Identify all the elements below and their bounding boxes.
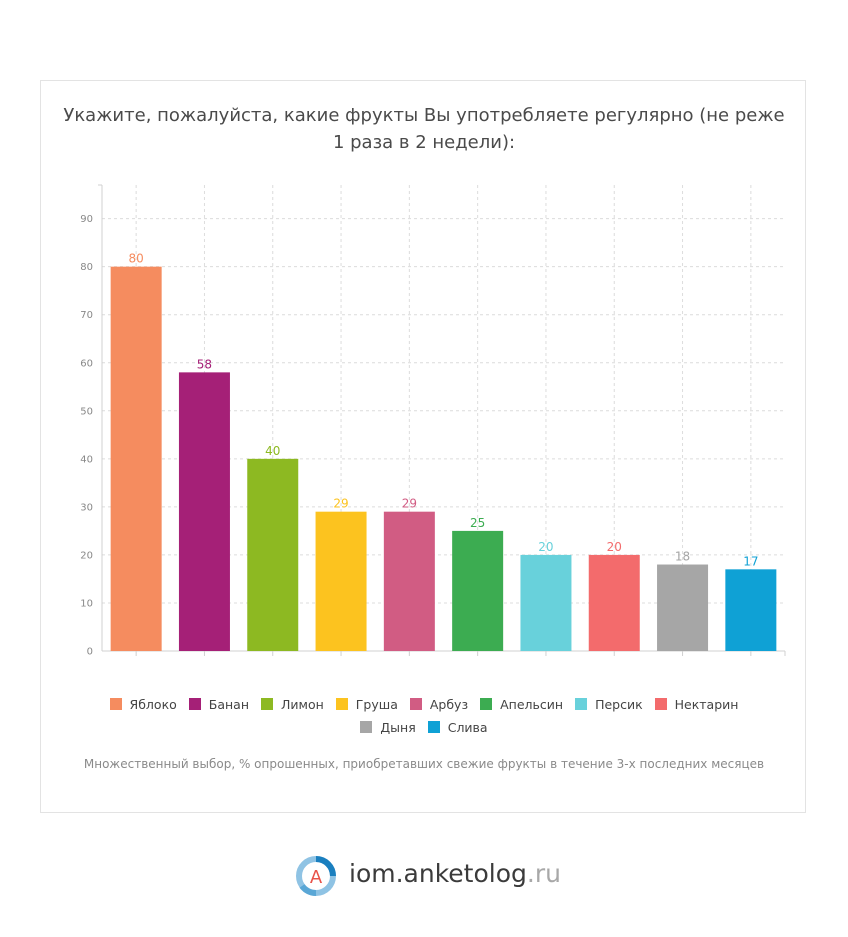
bar-9 <box>657 564 709 651</box>
y-tick-label: 40 <box>80 454 93 465</box>
legend-label: Слива <box>447 720 488 735</box>
data-label-8: 20 <box>607 540 622 554</box>
data-label-5: 29 <box>402 497 417 511</box>
legend-item[interactable]: Дыня <box>360 716 416 739</box>
y-tick-label: 30 <box>80 502 93 513</box>
legend-swatch <box>335 698 348 710</box>
y-tick-label: 50 <box>80 406 93 417</box>
legend-label: Апельсин <box>500 697 564 712</box>
bar-1 <box>110 266 162 651</box>
legend-item[interactable]: Слива <box>427 716 488 739</box>
legend-label: Лимон <box>281 697 324 712</box>
chart-legend: Яблоко Банан Лимон Груша Арбуз Апельсин Персик… <box>71 693 777 739</box>
data-label-10: 17 <box>743 554 758 568</box>
brand-name: iom.anketolog <box>349 859 527 888</box>
chart-title-line-2: 1 раза в 2 недели): <box>332 132 516 153</box>
bar-6 <box>452 530 504 651</box>
legend-swatch <box>427 721 440 733</box>
legend-item[interactable]: Банан <box>188 693 250 716</box>
legend-label: Груша <box>355 697 398 712</box>
bar-10 <box>725 569 777 651</box>
legend-swatch <box>109 698 122 710</box>
legend-swatch <box>575 698 588 710</box>
chart-footnote: Множественный выбор, % опрошенных, приоб… <box>83 757 765 771</box>
legend-label: Яблоко <box>129 697 177 712</box>
bar-8 <box>588 554 640 651</box>
legend-item[interactable]: Персик <box>575 693 643 716</box>
logo-letter: A <box>310 867 323 888</box>
chart-title-line-1: Укажите, пожалуйста, какие фрукты Вы упо… <box>63 105 785 126</box>
data-label-3: 40 <box>265 444 280 458</box>
y-tick-label: 0 <box>87 647 93 658</box>
legend-swatch <box>480 698 493 710</box>
data-label-1: 80 <box>129 252 144 266</box>
legend-label: Арбуз <box>429 697 469 712</box>
legend-swatch <box>188 698 201 710</box>
y-tick-label: 70 <box>80 310 93 321</box>
legend-label: Дыня <box>380 720 416 735</box>
y-tick-label: 90 <box>80 214 93 225</box>
legend-label: Нектарин <box>674 697 739 712</box>
bar-4 <box>315 511 367 651</box>
chart-title: Укажите, пожалуйста, какие фрукты Вы упо… <box>41 102 807 156</box>
data-label-4: 29 <box>333 497 348 511</box>
chart-card: Укажите, пожалуйста, какие фрукты Вы упо… <box>40 80 806 813</box>
legend-label: Персик <box>595 697 643 712</box>
anketolog-logo-icon: A <box>296 856 336 896</box>
data-label-9: 18 <box>675 550 690 564</box>
bar-3 <box>247 458 299 651</box>
brand-tld: .ru <box>526 859 561 888</box>
legend-item[interactable]: Арбуз <box>409 693 469 716</box>
legend-swatch <box>409 698 422 710</box>
legend-label: Банан <box>208 697 250 712</box>
bar-chart-plot: 0 10 20 30 40 50 60 70 80 90 80 58 40 29 29 25 20 20 18 17 <box>80 184 786 658</box>
legend-item[interactable]: Апельсин <box>480 693 563 716</box>
legend-item[interactable]: Груша <box>335 693 398 716</box>
data-label-7: 20 <box>538 540 553 554</box>
legend-swatch <box>261 698 274 710</box>
data-label-6: 25 <box>470 516 485 530</box>
bar-5 <box>383 511 435 651</box>
legend-item[interactable]: Яблоко <box>109 693 177 716</box>
bar-7 <box>520 554 572 651</box>
y-tick-label: 10 <box>80 598 93 609</box>
legend-swatch <box>360 721 373 733</box>
y-tick-label: 80 <box>80 262 93 273</box>
bar-2 <box>178 372 230 651</box>
y-tick-label: 60 <box>80 358 93 369</box>
brand-wordmark: iom.anketolog.ru <box>349 858 561 890</box>
data-label-2: 58 <box>197 357 212 371</box>
legend-item[interactable]: Лимон <box>261 693 324 716</box>
legend-swatch <box>654 698 667 710</box>
legend-item[interactable]: Нектарин <box>654 693 739 716</box>
y-tick-label: 20 <box>80 550 93 561</box>
